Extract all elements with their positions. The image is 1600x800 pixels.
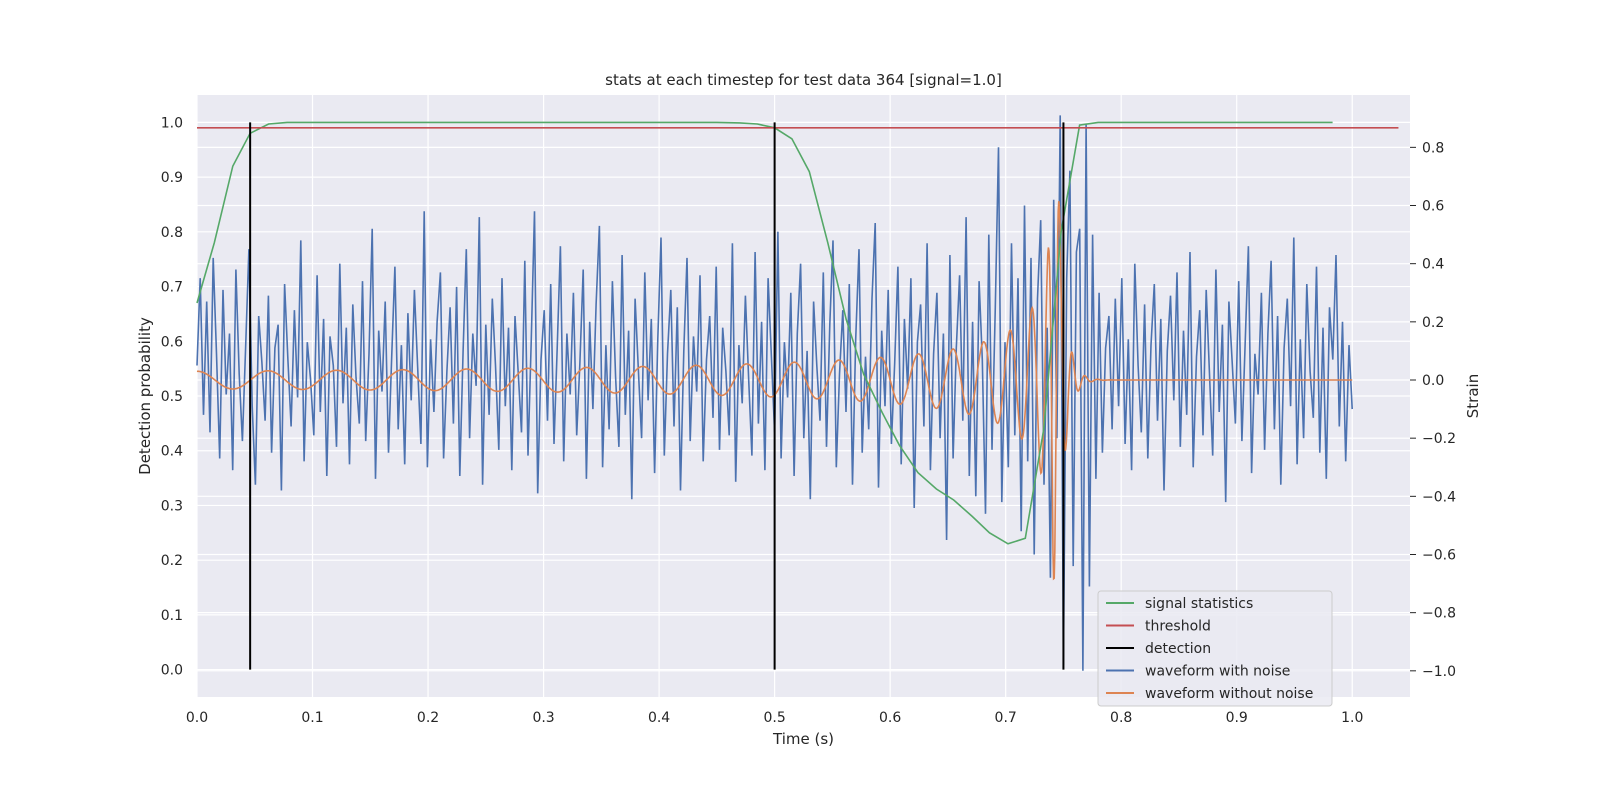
y2-axis-label: Strain	[1464, 374, 1482, 418]
y-tick-label: 0.7	[161, 280, 183, 296]
y-axis-label: Detection probability	[136, 317, 154, 475]
x-tick-label: 0.0	[186, 710, 208, 726]
y-tick-label: 0.4	[161, 444, 183, 460]
series-layer	[196, 115, 1399, 671]
x-tick-label: 0.8	[1110, 710, 1132, 726]
x-axis-label: Time (s)	[772, 730, 834, 748]
y2-tick-label: −1.0	[1422, 664, 1456, 680]
x-tick-label: 0.1	[301, 710, 323, 726]
legend-entry: waveform with noise	[1145, 664, 1290, 680]
x-tick-label: 0.7	[995, 710, 1017, 726]
y2-tick-label: 0.0	[1422, 373, 1444, 389]
chart-title: stats at each timestep for test data 364…	[605, 71, 1002, 89]
legend-entry: threshold	[1145, 619, 1211, 635]
y-tick-label: 0.9	[161, 170, 183, 186]
y-tick-label: 0.0	[161, 663, 183, 679]
y2-tick-label: −0.8	[1422, 606, 1456, 622]
y2-tick-label: 0.2	[1422, 315, 1444, 331]
x-tick-label: 0.4	[648, 710, 670, 726]
x-tick-label: 0.2	[417, 710, 439, 726]
y2-tick-label: −0.2	[1422, 431, 1456, 447]
x-tick-label: 0.5	[763, 710, 785, 726]
y2-tick-label: −0.4	[1422, 489, 1456, 505]
signal-statistics-line	[196, 121, 1333, 545]
y2-tick-label: −0.6	[1422, 547, 1456, 563]
y-tick-label: 0.5	[161, 389, 183, 405]
y2-tick-label: 0.6	[1422, 199, 1444, 215]
x-tick-label: 0.3	[532, 710, 554, 726]
legend-entry: waveform without noise	[1145, 686, 1313, 702]
y-tick-label: 1.0	[161, 115, 183, 131]
legend-entry: signal statistics	[1145, 596, 1253, 612]
x-tick-label: 0.9	[1226, 710, 1248, 726]
legend: signal statistics threshold detection wavef…	[1097, 590, 1333, 707]
legend-entry: detection	[1145, 641, 1211, 657]
y-tick-label: 0.1	[161, 608, 183, 624]
y-tick-label: 0.2	[161, 553, 183, 569]
ticks: 0.0 0.1 0.2 0.3 0.4 0.5 0.6 0.7 0.8 0.9 1.0 −1.0 −0.…	[161, 115, 1456, 726]
x-tick-label: 1.0	[1341, 710, 1363, 726]
y2-tick-label: 0.8	[1422, 140, 1444, 156]
y2-tick-label: 0.4	[1422, 257, 1444, 273]
y-tick-label: 0.6	[161, 334, 183, 350]
x-tick-label: 0.6	[879, 710, 901, 726]
legend-box	[1097, 590, 1333, 707]
y-tick-label: 0.3	[161, 498, 183, 514]
y-tick-label: 0.8	[161, 225, 183, 241]
